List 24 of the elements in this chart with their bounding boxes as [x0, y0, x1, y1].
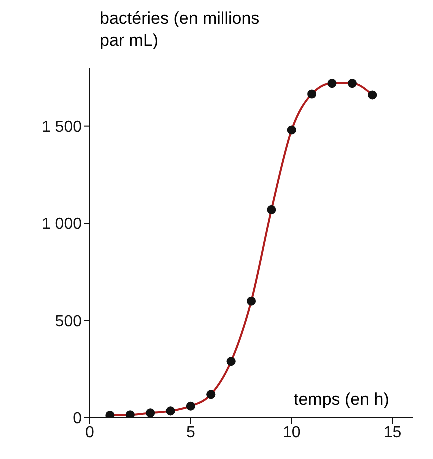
point [287, 126, 296, 135]
point [206, 390, 216, 400]
x-tick-label: 10 [282, 424, 301, 442]
point [166, 406, 176, 416]
point [146, 408, 156, 418]
point [106, 410, 115, 418]
point [267, 205, 276, 214]
point [348, 79, 357, 88]
point [226, 357, 236, 366]
x-tick-label: 0 [86, 424, 95, 442]
x-tick-label: 5 [186, 424, 196, 442]
x-axis-title: temps (en h) [294, 390, 390, 410]
point [246, 296, 256, 306]
point [368, 90, 378, 100]
y-tick-label: 1 500 [42, 119, 82, 136]
y-tick-label: 1 000 [42, 216, 82, 234]
x-tick-label: 15 [384, 424, 402, 442]
point [186, 402, 196, 411]
y-tick-label: 500 [55, 313, 82, 330]
point [308, 90, 317, 99]
y-axis-title: bactéries (en millions par mL) [100, 8, 261, 52]
point [126, 410, 135, 418]
y-tick-label: 0 [73, 410, 82, 428]
point [328, 79, 337, 88]
